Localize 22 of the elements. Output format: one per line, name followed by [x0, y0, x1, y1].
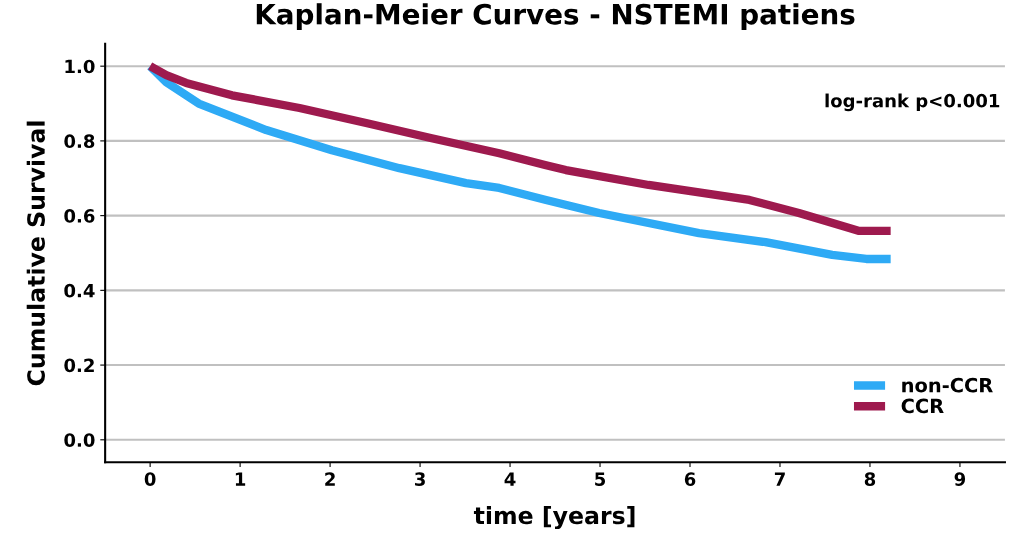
y-tick-label: 1.0	[65, 59, 95, 74]
x-tick-label: 3	[415, 472, 425, 486]
x-tick-label: 8	[864, 472, 876, 486]
y-tick-label: 0.0	[64, 433, 95, 447]
x-tick-label: 2	[325, 472, 335, 486]
y-axis-title: Cumulative Survival	[26, 121, 45, 386]
x-tick-label: 4	[504, 472, 516, 486]
x-tick-label: 5	[595, 472, 606, 486]
x-axis-title: time [years]	[473, 506, 635, 530]
x-tick-label: 9	[954, 472, 966, 486]
y-tick-label: 0.8	[64, 134, 95, 149]
y-tick-label: 0.4	[64, 283, 95, 298]
y-tick-label: 0.6	[64, 209, 95, 223]
annotation: log-rank p<0.001	[825, 93, 1000, 112]
y-tick-label: 0.2	[64, 358, 94, 373]
legend-label: CCR	[901, 398, 944, 414]
chart-title: Kaplan-Meier Curves - NSTEMI patiens	[256, 3, 855, 31]
x-tick-label: 1	[235, 472, 246, 486]
legend-label: non-CCR	[902, 377, 993, 393]
x-tick-label: 7	[774, 472, 785, 486]
x-tick-label: 6	[684, 472, 696, 486]
x-tick-label: 0	[144, 472, 156, 486]
